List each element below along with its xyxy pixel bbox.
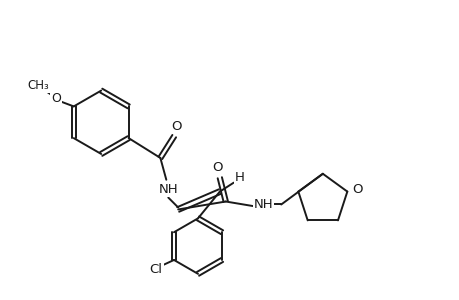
Text: CH₃: CH₃ <box>27 79 49 92</box>
Text: O: O <box>51 92 61 105</box>
Text: H: H <box>234 171 244 184</box>
Text: NH: NH <box>253 198 273 211</box>
Text: O: O <box>212 161 223 174</box>
Text: NH: NH <box>158 183 178 196</box>
Text: O: O <box>171 120 181 133</box>
Text: Cl: Cl <box>149 263 162 276</box>
Text: O: O <box>351 183 362 196</box>
